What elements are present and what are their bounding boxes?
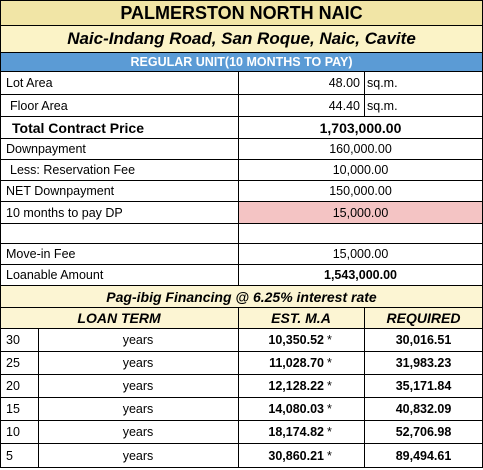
- loan-term-years: 25: [6, 356, 20, 370]
- financing-title-row: Pag-ibig Financing @ 6.25% interest rate: [0, 286, 483, 308]
- lot-area-unit: sq.m.: [367, 76, 398, 90]
- est-ma-mark: *: [327, 356, 332, 370]
- loan-term-years: 15: [6, 402, 20, 416]
- est-ma-mark: *: [327, 379, 332, 393]
- required-value: 35,171.84: [395, 379, 452, 393]
- financing-row: 10 years 18,174.82 * 52,706.98: [0, 421, 483, 444]
- financing-row: 25 years 11,028.70 * 31,983.23: [0, 352, 483, 375]
- net-downpayment-value: 150,000.00: [329, 184, 392, 198]
- est-ma-value: 12,128.22: [268, 379, 324, 393]
- loan-term-header: LOAN TERM: [77, 310, 161, 326]
- financing-title: Pag-ibig Financing @ 6.25% interest rate: [106, 288, 377, 305]
- lot-area-label: Lot Area: [6, 76, 53, 90]
- downpayment-row: Downpayment 160,000.00: [0, 139, 483, 160]
- downpayment-label: Downpayment: [6, 142, 86, 156]
- required-header: REQUIRED: [386, 310, 461, 326]
- est-ma-mark: *: [327, 448, 332, 463]
- financing-header-row: LOAN TERM EST. M.A REQUIRED: [0, 308, 483, 329]
- title-row: PALMERSTON NORTH NAIC: [0, 0, 483, 26]
- downpayment-value: 160,000.00: [329, 142, 392, 156]
- floor-area-row: Floor Area 44.40 sq.m.: [0, 95, 483, 117]
- est-ma-mark: *: [327, 425, 332, 439]
- est-ma-value: 10,350.52: [268, 333, 324, 347]
- tcp-row: Total Contract Price 1,703,000.00: [0, 117, 483, 139]
- reservation-fee-label: Less: Reservation Fee: [10, 163, 136, 177]
- loan-term-years: 20: [6, 379, 20, 393]
- est-ma-value: 18,174.82: [268, 425, 324, 439]
- floor-area-label: Floor Area: [10, 98, 68, 113]
- loan-term-years: 30: [6, 333, 20, 347]
- net-downpayment-row: NET Downpayment 150,000.00: [0, 181, 483, 202]
- est-ma-value: 11,028.70: [269, 356, 324, 370]
- monthly-dp-label: 10 months to pay DP: [6, 205, 123, 220]
- required-value: 52,706.98: [395, 425, 452, 439]
- loan-term-unit: years: [122, 425, 154, 439]
- tcp-value: 1,703,000.00: [319, 119, 402, 136]
- floor-area-value: 44.40: [328, 98, 360, 113]
- loan-term-unit: years: [122, 356, 154, 370]
- financing-row: 15 years 14,080.03 * 40,832.09: [0, 398, 483, 421]
- tcp-label: Total Contract Price: [12, 119, 144, 136]
- required-value: 40,832.09: [395, 402, 452, 416]
- net-downpayment-label: NET Downpayment: [6, 184, 115, 198]
- reservation-fee-value: 10,000.00: [332, 163, 389, 177]
- financing-row: 30 years 10,350.52 * 30,016.51: [0, 329, 483, 352]
- est-ma-mark: *: [327, 333, 332, 347]
- loan-term-unit: years: [122, 402, 154, 416]
- financing-row: 5 years 30,860.21 * 89,494.61: [0, 444, 483, 468]
- lot-area-row: Lot Area 48.00 sq.m.: [0, 72, 483, 95]
- reservation-fee-row: Less: Reservation Fee 10,000.00: [0, 160, 483, 181]
- required-value: 31,983.23: [395, 356, 452, 370]
- loan-term-unit: years: [122, 448, 154, 463]
- address-row: Naic-Indang Road, San Roque, Naic, Cavit…: [0, 26, 483, 53]
- floor-area-unit: sq.m.: [367, 98, 398, 113]
- loanable-amount-label: Loanable Amount: [6, 268, 104, 282]
- lot-area-value: 48.00: [328, 76, 360, 90]
- loan-term-years: 5: [6, 448, 13, 463]
- loan-term-unit: years: [122, 379, 154, 393]
- monthly-dp-value: 15,000.00: [239, 202, 482, 223]
- required-value: 30,016.51: [395, 333, 452, 347]
- unit-type-row: REGULAR UNIT(10 MONTHS TO PAY): [0, 53, 483, 72]
- project-title: PALMERSTON NORTH NAIC: [120, 2, 363, 23]
- move-in-fee-value: 15,000.00: [332, 247, 389, 261]
- est-ma-mark: *: [327, 402, 332, 416]
- loan-term-years: 10: [6, 425, 20, 439]
- est-ma-header: EST. M.A: [271, 310, 331, 326]
- blank-row: [0, 224, 483, 244]
- loanable-amount-row: Loanable Amount 1,543,000.00: [0, 265, 483, 286]
- loanable-amount-value: 1,543,000.00: [324, 268, 397, 282]
- monthly-dp-row: 10 months to pay DP 15,000.00: [0, 202, 483, 224]
- est-ma-value: 30,860.21: [268, 448, 324, 463]
- move-in-fee-row: Move-in Fee 15,000.00: [0, 244, 483, 265]
- unit-type-label: REGULAR UNIT(10 MONTHS TO PAY): [130, 55, 353, 69]
- loan-term-unit: years: [122, 333, 154, 347]
- required-value: 89,494.61: [395, 448, 452, 463]
- project-address: Naic-Indang Road, San Roque, Naic, Cavit…: [67, 29, 416, 48]
- est-ma-value: 14,080.03: [268, 402, 324, 416]
- move-in-fee-label: Move-in Fee: [6, 247, 76, 261]
- financing-row: 20 years 12,128.22 * 35,171.84: [0, 375, 483, 398]
